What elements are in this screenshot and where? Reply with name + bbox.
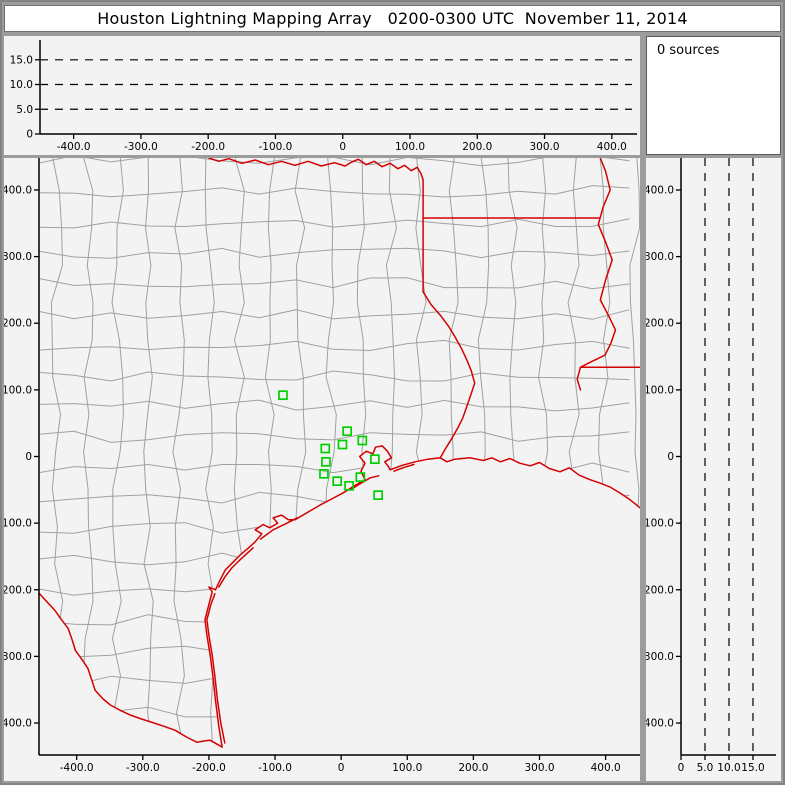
county-line xyxy=(39,430,630,443)
y-tick-label: -400.0 xyxy=(4,718,32,730)
station-marker xyxy=(355,472,366,483)
county-line xyxy=(172,158,185,747)
station-marker xyxy=(319,468,329,479)
x-tick-label: 0 xyxy=(338,762,345,774)
x-tick-label: -200.0 xyxy=(191,141,225,153)
station-marker xyxy=(321,456,331,467)
county-line xyxy=(39,339,630,352)
barrier-island xyxy=(349,475,380,491)
x-tick-label: 200.0 xyxy=(458,762,488,774)
county-line xyxy=(39,158,630,167)
station-marker xyxy=(342,426,352,437)
plan-view-map[interactable]: -400.0 -300.0 -200.0 -100.0 0 100.0 200.0 300.0… xyxy=(4,158,640,781)
rio-grande xyxy=(38,592,223,748)
y-tick-label: -100.0 xyxy=(646,518,674,530)
x-tick-label: 200.0 xyxy=(462,141,492,153)
y-tick-label: 400.0 xyxy=(646,184,674,196)
station-marker xyxy=(337,439,348,450)
alt-ns-gridlines xyxy=(704,158,754,755)
x-tick-label: 15.0 xyxy=(741,762,764,774)
y-tick-label: -300.0 xyxy=(646,651,674,663)
x-tick-label: -300.0 xyxy=(124,141,158,153)
y-tick-label: 0 xyxy=(25,451,32,463)
y-tick-label: 10.0 xyxy=(10,79,33,91)
station-marker xyxy=(332,476,343,487)
gulf-coastline xyxy=(204,445,640,748)
station-marker xyxy=(373,490,384,500)
county-line xyxy=(39,185,630,198)
y-tick-label: 100.0 xyxy=(646,384,674,396)
county-line xyxy=(111,158,124,747)
x-tick-label: -400.0 xyxy=(60,762,94,774)
y-tick-label: -300.0 xyxy=(4,651,32,663)
barrier-island xyxy=(206,593,226,744)
x-tick-label: 300.0 xyxy=(524,762,554,774)
barrier-island xyxy=(393,463,415,472)
altitude-ew-plot[interactable]: -400.0 -300.0 -200.0 -100.0 0 100.0 200.0 300.0… xyxy=(4,36,640,155)
x-tick-label: 400.0 xyxy=(591,762,621,774)
map-axes: -400.0 -300.0 -200.0 -100.0 0 100.0 200.0 300.0… xyxy=(4,158,640,774)
x-tick-label: -400.0 xyxy=(57,141,91,153)
x-tick-label: 10.0 xyxy=(717,762,740,774)
county-line xyxy=(39,309,630,320)
barrier-island xyxy=(218,547,254,588)
alt-ew-axes: -400.0 -300.0 -200.0 -100.0 0 100.0 200.0 300.0… xyxy=(10,40,637,153)
altitude-ns-plot[interactable]: 0 5.010.015.0 400.0 300.0 200.0 100.0 0 -100.0 -… xyxy=(646,158,781,781)
x-tick-label: 300.0 xyxy=(530,141,560,153)
y-tick-label: -200.0 xyxy=(646,584,674,596)
station-marker xyxy=(357,435,368,446)
y-tick-label: 300.0 xyxy=(4,251,32,263)
y-tick-label: 400.0 xyxy=(4,184,32,196)
y-tick-label: 200.0 xyxy=(646,318,674,330)
alt-ns-axes: 0 5.010.015.0 400.0 300.0 200.0 100.0 0 -100.0 -… xyxy=(646,158,776,774)
y-tick-label: 200.0 xyxy=(4,318,32,330)
x-tick-label: -300.0 xyxy=(126,762,160,774)
mississippi-river xyxy=(576,158,617,391)
x-tick-label: 100.0 xyxy=(392,762,422,774)
station-marker xyxy=(278,390,288,401)
y-tick-label: 15.0 xyxy=(10,54,33,66)
y-tick-label: -100.0 xyxy=(4,518,32,530)
altitude-ns-panel[interactable]: 0 5.010.015.0 400.0 300.0 200.0 100.0 0 -100.0 -… xyxy=(646,158,781,781)
x-tick-label: -100.0 xyxy=(259,141,293,153)
x-tick-label: 5.0 xyxy=(697,762,714,774)
county-line xyxy=(81,158,94,747)
state-borders xyxy=(38,158,640,748)
red-river xyxy=(208,158,424,181)
county-line xyxy=(39,218,630,229)
station-marker xyxy=(320,443,331,454)
plan-view-map-panel[interactable]: -400.0 -300.0 -200.0 -100.0 0 100.0 200.0 300.0… xyxy=(4,158,640,781)
x-tick-label: -100.0 xyxy=(258,762,292,774)
title-bar: Houston Lightning Mapping Array 0200-030… xyxy=(4,5,781,32)
station-marker xyxy=(370,454,380,465)
x-tick-label: 0 xyxy=(678,762,685,774)
y-tick-label: 100.0 xyxy=(4,384,32,396)
sources-count-label: 0 sources xyxy=(657,43,720,58)
plot-background xyxy=(4,36,640,155)
y-tick-label: -400.0 xyxy=(646,718,674,730)
x-tick-label: 100.0 xyxy=(395,141,425,153)
county-line xyxy=(39,370,630,382)
plot-background xyxy=(646,158,781,781)
lma-stations xyxy=(278,390,384,500)
altitude-ew-panel[interactable]: -400.0 -300.0 -200.0 -100.0 0 100.0 200.0 300.0… xyxy=(4,36,640,155)
x-tick-label: -200.0 xyxy=(192,762,226,774)
window-title: Houston Lightning Mapping Array 0200-030… xyxy=(97,9,688,28)
y-tick-label: 5.0 xyxy=(16,104,33,116)
x-tick-label: 0 xyxy=(339,141,346,153)
county-line xyxy=(39,399,630,412)
y-tick-label: -200.0 xyxy=(4,584,32,596)
y-tick-label: 0 xyxy=(667,451,674,463)
county-line xyxy=(39,247,630,259)
barrier-island xyxy=(259,517,299,540)
sabine-river xyxy=(422,291,476,459)
county-line xyxy=(39,277,630,290)
y-tick-label: 300.0 xyxy=(646,251,674,263)
station-marker xyxy=(344,480,354,491)
y-tick-label: 0 xyxy=(26,129,33,141)
sources-count-panel: 0 sources xyxy=(646,36,781,155)
x-tick-label: 400.0 xyxy=(597,141,627,153)
